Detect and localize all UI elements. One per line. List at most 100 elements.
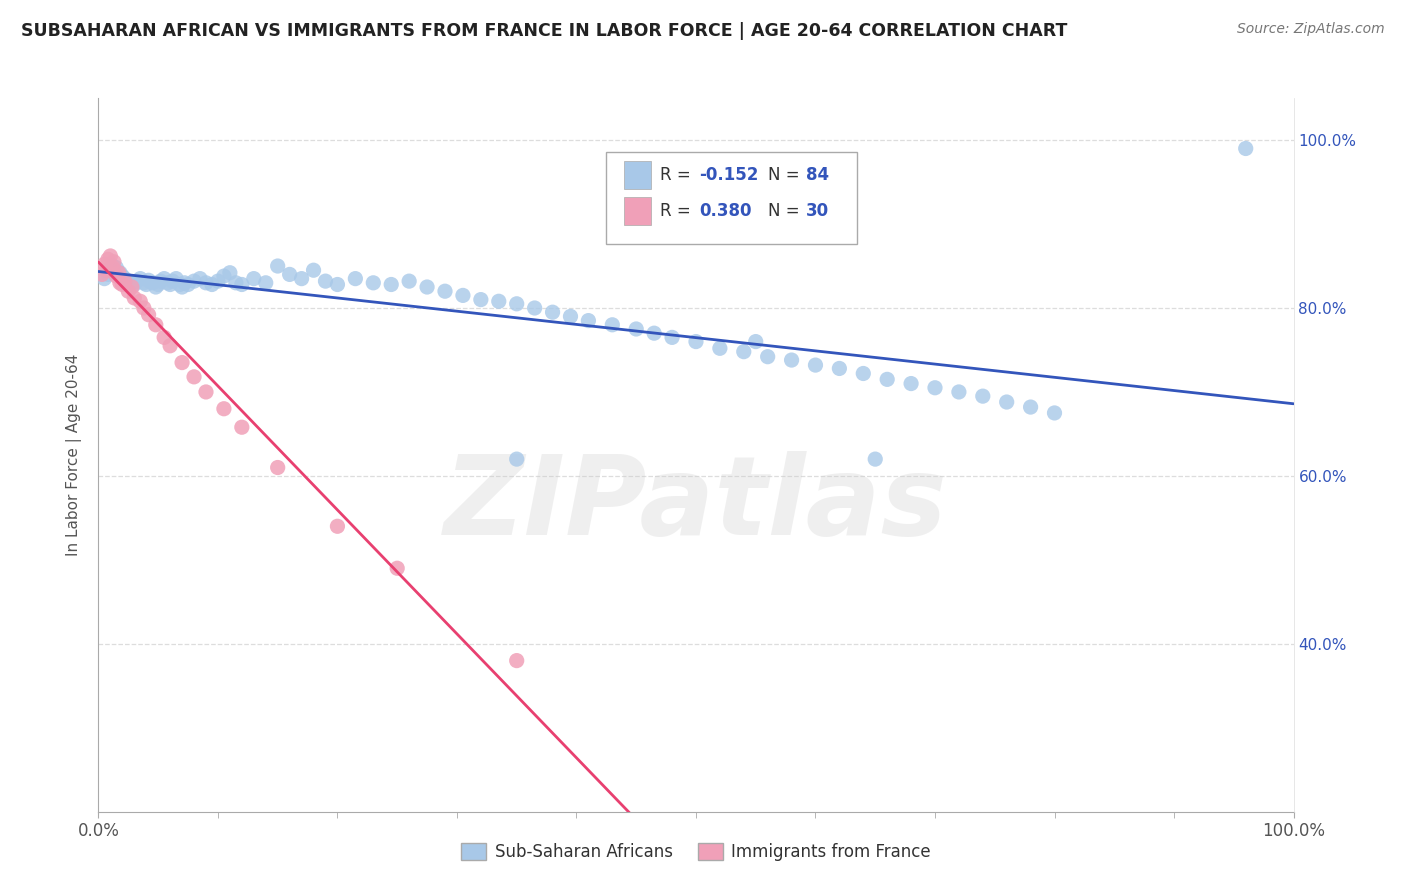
Point <box>506 654 529 668</box>
Point <box>93 257 115 271</box>
Point <box>1019 400 1042 414</box>
Point <box>169 277 191 292</box>
Point <box>111 269 134 284</box>
Point <box>107 266 129 280</box>
Point <box>685 334 707 349</box>
Point <box>188 271 211 285</box>
Text: N =: N = <box>768 166 804 184</box>
Text: R =: R = <box>661 166 696 184</box>
Point <box>756 350 779 364</box>
Point <box>98 249 122 263</box>
Point <box>451 288 474 302</box>
Point <box>145 318 167 332</box>
Point <box>578 313 600 327</box>
Text: R =: R = <box>661 202 696 220</box>
Point <box>149 274 172 288</box>
Point <box>121 280 143 294</box>
Point <box>141 276 163 290</box>
Point <box>231 277 253 292</box>
Point <box>995 395 1018 409</box>
Point <box>326 519 349 533</box>
Point <box>105 260 128 275</box>
Text: Source: ZipAtlas.com: Source: ZipAtlas.com <box>1237 22 1385 37</box>
Point <box>201 277 224 292</box>
Point <box>177 277 200 292</box>
Point <box>125 274 148 288</box>
Point <box>626 322 648 336</box>
Point <box>1234 141 1257 155</box>
Point <box>745 334 768 349</box>
Point <box>470 293 492 307</box>
Point <box>114 274 136 288</box>
Point <box>162 274 184 288</box>
Point <box>865 452 887 467</box>
Point <box>291 271 314 285</box>
Point <box>541 305 564 319</box>
Point <box>101 259 124 273</box>
Point <box>183 274 205 288</box>
Point <box>129 271 152 285</box>
Point <box>434 284 457 298</box>
Point <box>1043 406 1066 420</box>
Point <box>852 367 875 381</box>
Point <box>121 276 143 290</box>
Point <box>145 280 167 294</box>
Point <box>385 561 409 575</box>
Point <box>165 271 187 285</box>
Point <box>138 273 160 287</box>
Point <box>103 255 125 269</box>
Point <box>326 277 349 292</box>
Point <box>173 276 195 290</box>
Text: -0.152: -0.152 <box>700 166 759 184</box>
Point <box>560 310 582 324</box>
Point <box>804 358 827 372</box>
Point <box>148 277 170 292</box>
Point <box>105 269 128 284</box>
Point <box>183 369 205 384</box>
Point <box>254 276 277 290</box>
Point <box>506 297 529 311</box>
Point <box>972 389 994 403</box>
Point <box>111 277 134 292</box>
Text: 84: 84 <box>806 166 830 184</box>
Point <box>267 259 290 273</box>
Point <box>172 355 194 369</box>
Point <box>733 344 755 359</box>
Point <box>506 452 529 467</box>
Point <box>709 341 731 355</box>
FancyBboxPatch shape <box>624 197 651 226</box>
Point <box>231 420 253 434</box>
Point <box>93 271 115 285</box>
Point <box>97 252 120 267</box>
Point <box>212 269 235 284</box>
Point <box>153 271 176 285</box>
Point <box>114 271 136 285</box>
Point <box>195 276 218 290</box>
Point <box>523 301 546 315</box>
Point <box>315 274 337 288</box>
Point <box>219 266 242 280</box>
Point <box>108 266 131 280</box>
Point <box>602 318 624 332</box>
Point <box>172 280 194 294</box>
Point <box>344 271 367 285</box>
FancyBboxPatch shape <box>606 152 858 244</box>
Point <box>212 401 235 416</box>
FancyBboxPatch shape <box>624 161 651 189</box>
Point <box>117 274 139 288</box>
Point <box>117 284 139 298</box>
Point <box>243 271 266 285</box>
Point <box>132 276 155 290</box>
Point <box>153 330 176 344</box>
Point <box>488 294 510 309</box>
Point <box>91 268 114 282</box>
Point <box>159 339 181 353</box>
Point <box>207 274 229 288</box>
Point <box>96 263 118 277</box>
Text: 0.380: 0.380 <box>700 202 752 220</box>
Point <box>924 381 946 395</box>
Point <box>124 277 146 292</box>
Point <box>661 330 683 344</box>
Point <box>828 361 851 376</box>
Point <box>124 291 146 305</box>
